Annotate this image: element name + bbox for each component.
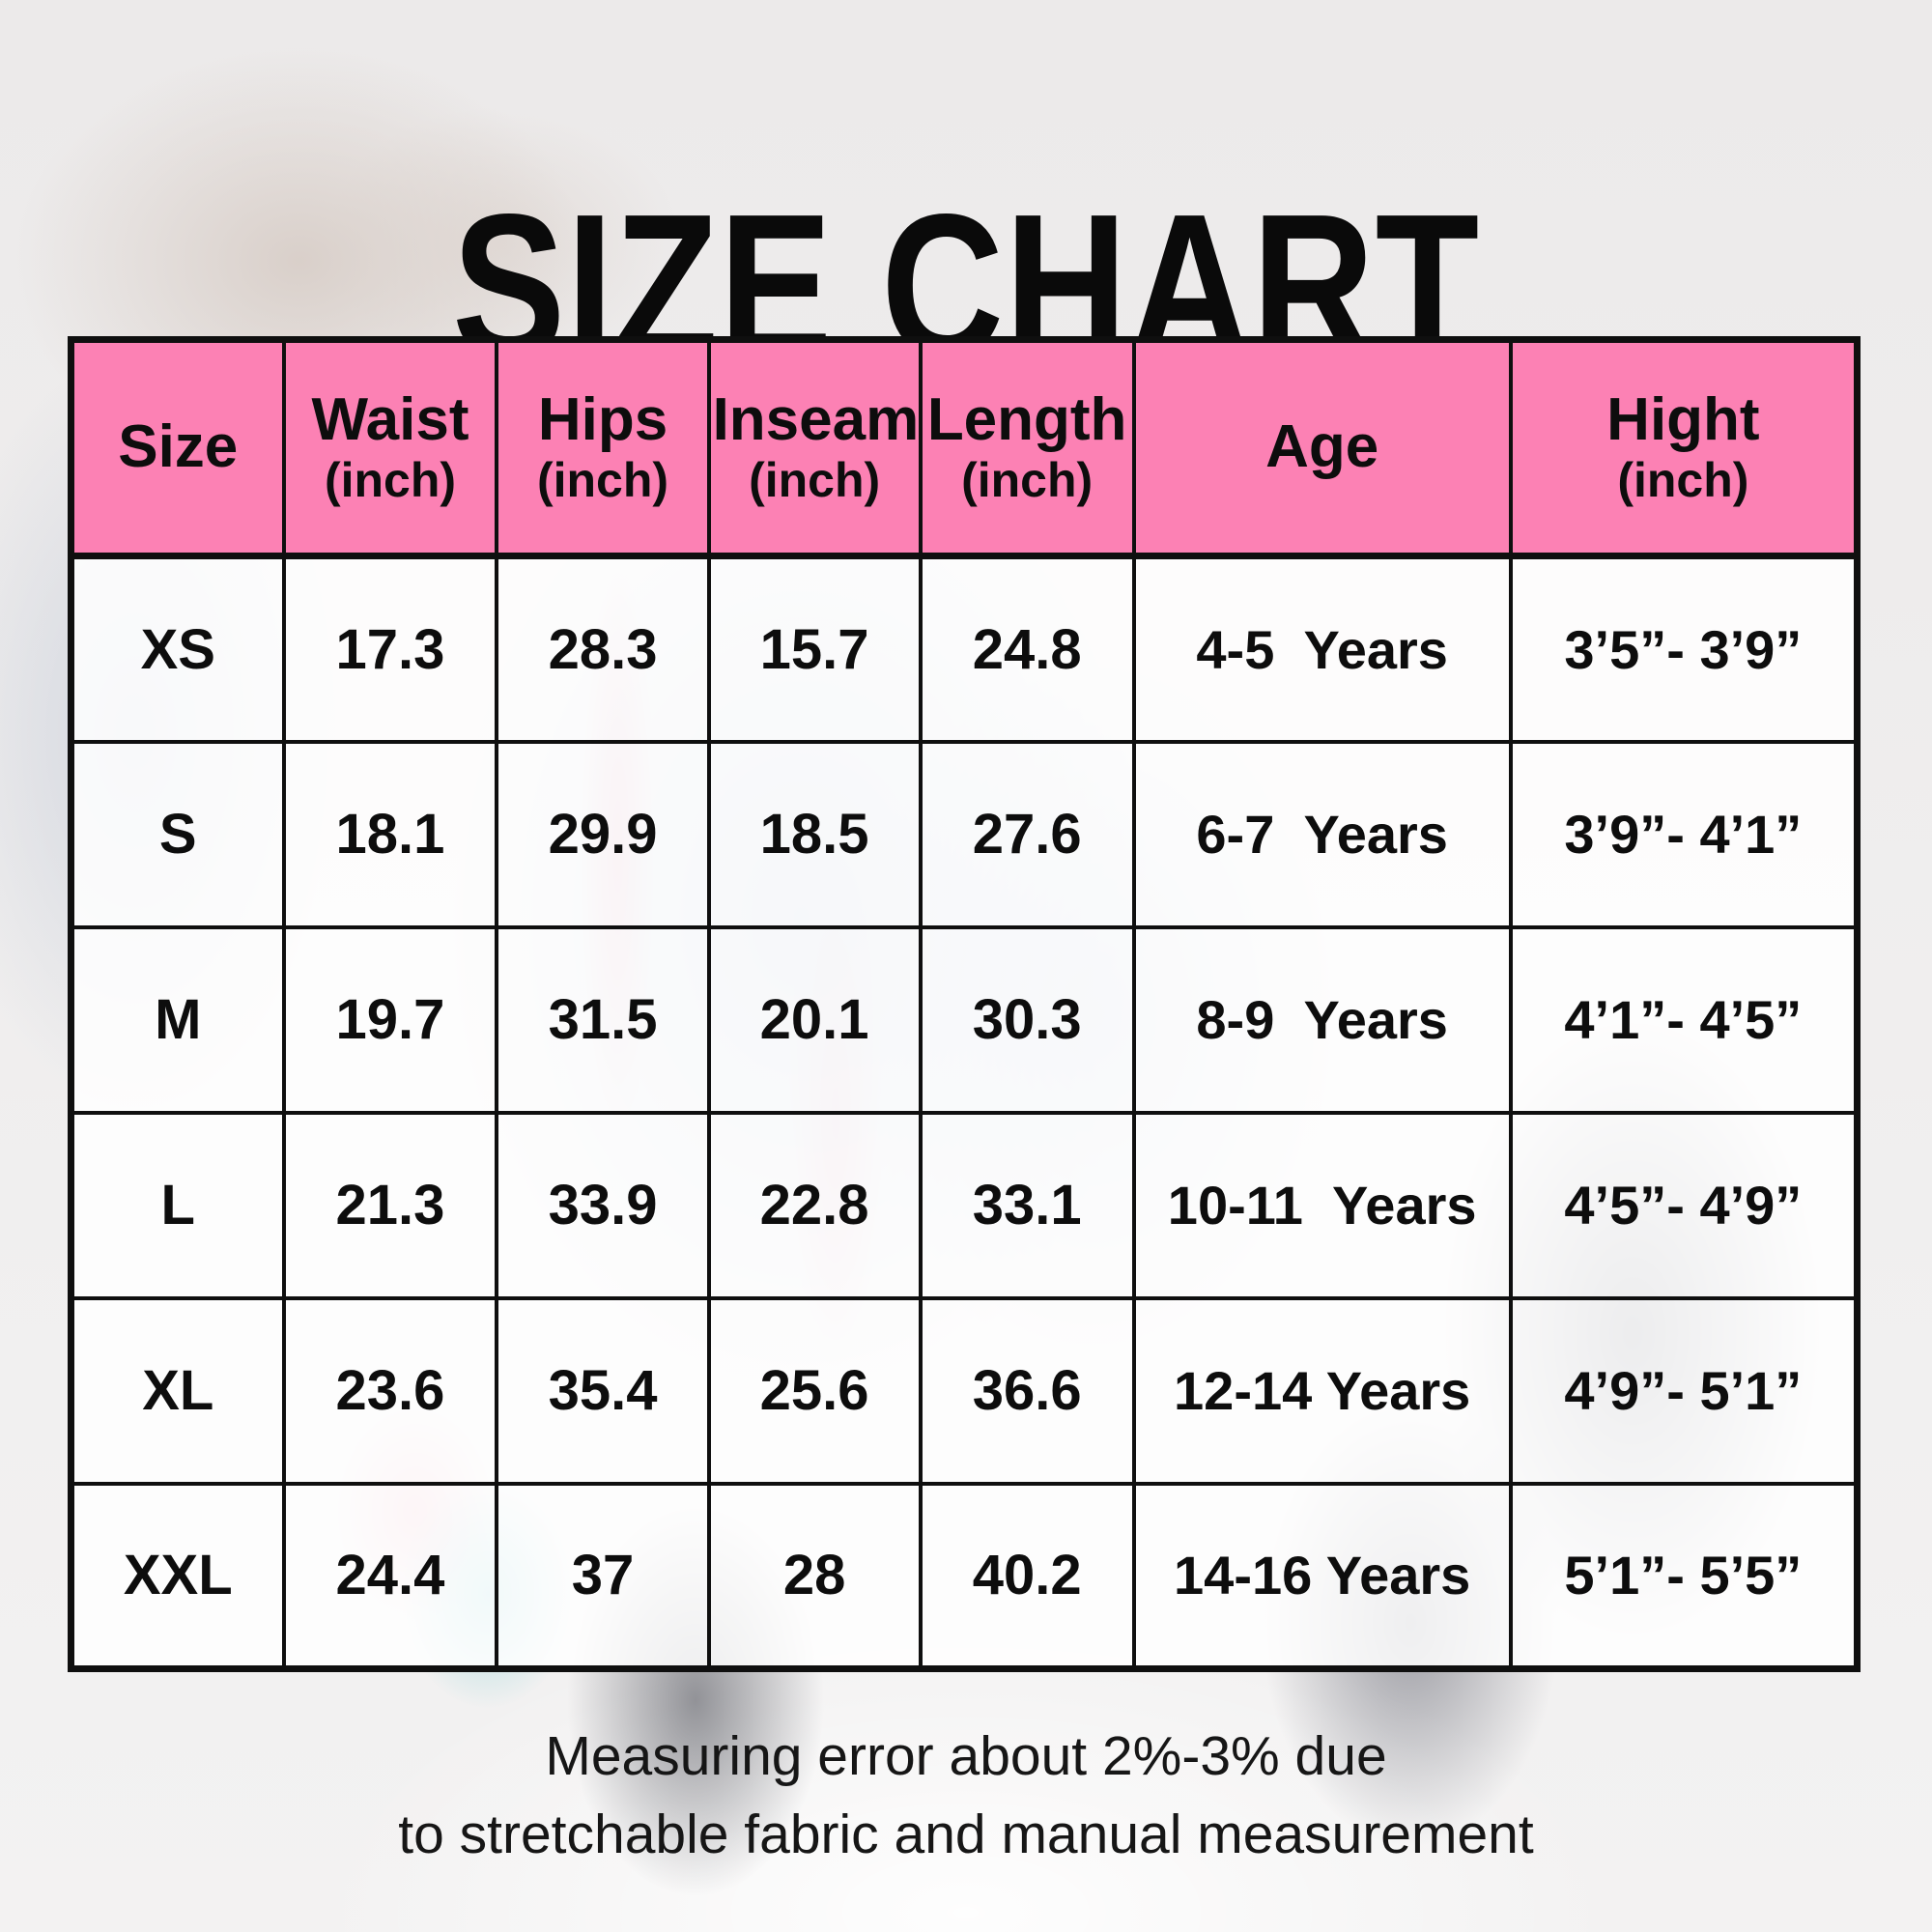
header-label-hips: Hips — [537, 386, 668, 454]
cell-height: 3’5”- 3’9” — [1508, 554, 1860, 744]
table-row-s: S 18.1 29.9 18.5 27.6 6-7 Years 3’9”- 4’… — [69, 739, 1860, 929]
cell-size: XS — [69, 554, 286, 744]
header-cell-inseam: Inseam (inch) — [706, 337, 923, 559]
cell-waist: 18.1 — [281, 739, 499, 929]
header-sub-inseam: (inch) — [749, 452, 881, 507]
measurement-note: Measuring error about 2%-3% due to stret… — [0, 1718, 1932, 1874]
cell-waist: 24.4 — [281, 1481, 499, 1671]
cell-height: 3’9”- 4’1” — [1508, 739, 1860, 929]
header-cell-length: Length (inch) — [918, 337, 1136, 559]
header-sub-waist: (inch) — [324, 452, 457, 507]
header-sub-length: (inch) — [961, 452, 1094, 507]
cell-size: XXL — [69, 1481, 286, 1671]
header-cell-height: Hight (inch) — [1508, 337, 1860, 559]
cell-inseam: 28 — [706, 1481, 923, 1671]
cell-height: 4’1”- 4’5” — [1508, 924, 1860, 1115]
measurement-note-line2: to stretchable fabric and manual measure… — [398, 1803, 1534, 1865]
cell-age: 10-11 Years — [1131, 1110, 1513, 1300]
cell-hips: 29.9 — [495, 739, 711, 929]
table-row-m: M 19.7 31.5 20.1 30.3 8-9 Years 4’1”- 4’… — [69, 924, 1860, 1115]
cell-inseam: 25.6 — [706, 1295, 923, 1486]
cell-height: 5’1”- 5’5” — [1508, 1481, 1860, 1671]
header-cell-age: Age — [1131, 337, 1513, 559]
cell-hips: 28.3 — [495, 554, 711, 744]
header-cell-size: Size — [69, 337, 286, 559]
cell-length: 27.6 — [918, 739, 1136, 929]
cell-hips: 37 — [495, 1481, 711, 1671]
table-row-xs: XS 17.3 28.3 15.7 24.8 4-5 Years 3’5”- 3… — [69, 554, 1860, 744]
cell-inseam: 20.1 — [706, 924, 923, 1115]
header-label-length: Length — [926, 386, 1127, 454]
cell-waist: 23.6 — [281, 1295, 499, 1486]
header-sub-hips: (inch) — [536, 452, 669, 507]
table-row-xxl: XXL 24.4 37 28 40.2 14-16 Years 5’1”- 5’… — [69, 1481, 1860, 1671]
header-label-inseam: Inseam — [712, 386, 920, 454]
cell-waist: 17.3 — [281, 554, 499, 744]
cell-age: 14-16 Years — [1131, 1481, 1513, 1671]
cell-age: 6-7 Years — [1131, 739, 1513, 929]
size-chart-table: Size Waist (inch) Hips (inch) Inseam (in… — [68, 336, 1861, 1672]
header-row: Size Waist (inch) Hips (inch) Inseam (in… — [69, 337, 1860, 559]
cell-length: 30.3 — [918, 924, 1136, 1115]
cell-age: 12-14 Years — [1131, 1295, 1513, 1486]
cell-age: 8-9 Years — [1131, 924, 1513, 1115]
cell-length: 24.8 — [918, 554, 1136, 744]
cell-age: 4-5 Years — [1131, 554, 1513, 744]
header-cell-hips: Hips (inch) — [495, 337, 711, 559]
cell-length: 36.6 — [918, 1295, 1136, 1486]
cell-length: 40.2 — [918, 1481, 1136, 1671]
cell-inseam: 22.8 — [706, 1110, 923, 1300]
header-cell-waist: Waist (inch) — [281, 337, 499, 559]
header-label-height: Hight — [1606, 386, 1760, 454]
cell-height: 4’5”- 4’9” — [1508, 1110, 1860, 1300]
cell-waist: 21.3 — [281, 1110, 499, 1300]
header-label-waist: Waist — [311, 386, 469, 454]
header-label-age: Age — [1265, 413, 1379, 481]
cell-height: 4’9”- 5’1” — [1508, 1295, 1860, 1486]
cell-waist: 19.7 — [281, 924, 499, 1115]
cell-hips: 35.4 — [495, 1295, 711, 1486]
measurement-note-line1: Measuring error about 2%-3% due — [545, 1725, 1387, 1787]
table-row-l: L 21.3 33.9 22.8 33.1 10-11 Years 4’5”- … — [69, 1110, 1860, 1300]
cell-size: M — [69, 924, 286, 1115]
header-sub-height: (inch) — [1617, 452, 1749, 507]
cell-inseam: 15.7 — [706, 554, 923, 744]
cell-length: 33.1 — [918, 1110, 1136, 1300]
cell-hips: 31.5 — [495, 924, 711, 1115]
cell-hips: 33.9 — [495, 1110, 711, 1300]
table-row-xl: XL 23.6 35.4 25.6 36.6 12-14 Years 4’9”-… — [69, 1295, 1860, 1486]
cell-size: S — [69, 739, 286, 929]
cell-size: L — [69, 1110, 286, 1300]
cell-size: XL — [69, 1295, 286, 1486]
cell-inseam: 18.5 — [706, 739, 923, 929]
header-label-size: Size — [118, 413, 239, 481]
